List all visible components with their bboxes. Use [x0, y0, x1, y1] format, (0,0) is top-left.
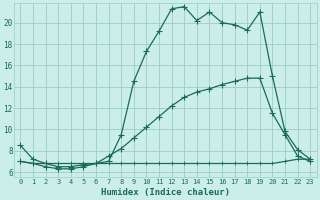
X-axis label: Humidex (Indice chaleur): Humidex (Indice chaleur) — [101, 188, 230, 197]
